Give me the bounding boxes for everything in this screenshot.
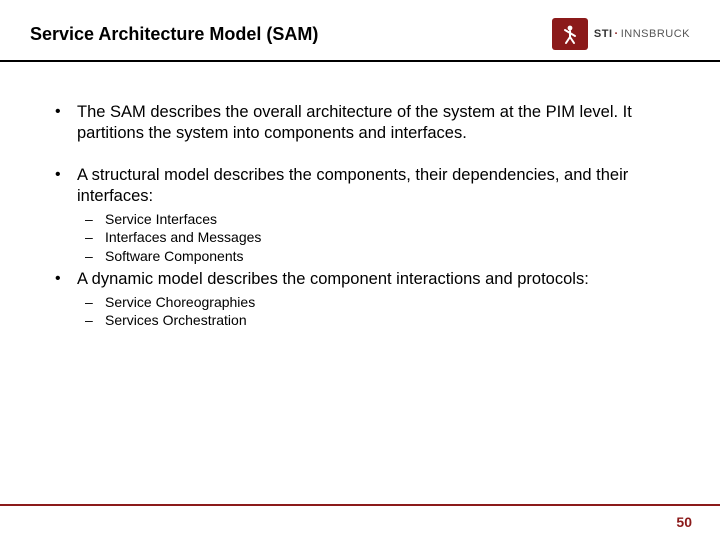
logo-text: STI·INNSBRUCK xyxy=(594,28,690,40)
sub-bullet-text: Interfaces and Messages xyxy=(105,229,261,247)
sub-bullet-text: Software Components xyxy=(105,248,244,266)
sub-bullet-marker: – xyxy=(85,211,105,229)
bullet-marker: • xyxy=(55,102,77,143)
slide-body: • The SAM describes the overall architec… xyxy=(0,62,720,330)
sub-bullet-marker: – xyxy=(85,229,105,247)
sub-bullet-text: Services Orchestration xyxy=(105,312,247,330)
sub-bullet-marker: – xyxy=(85,294,105,312)
page-number: 50 xyxy=(676,514,692,530)
logo: STI·INNSBRUCK xyxy=(552,18,690,50)
logo-sep: · xyxy=(615,28,619,40)
slide-title: Service Architecture Model (SAM) xyxy=(30,24,318,45)
bullet-item: • A structural model describes the compo… xyxy=(55,165,680,206)
bullet-text: A structural model describes the compone… xyxy=(77,165,680,206)
bullet-item: • A dynamic model describes the componen… xyxy=(55,269,680,290)
sub-list: – Service Choreographies – Services Orch… xyxy=(55,294,680,330)
sub-bullet-marker: – xyxy=(85,248,105,266)
logo-icon xyxy=(552,18,588,50)
sub-bullet-item: – Interfaces and Messages xyxy=(85,229,680,247)
bullet-marker: • xyxy=(55,269,77,290)
sub-bullet-item: – Software Components xyxy=(85,248,680,266)
bullet-marker: • xyxy=(55,165,77,206)
sub-bullet-item: – Services Orchestration xyxy=(85,312,680,330)
sub-bullet-item: – Service Interfaces xyxy=(85,211,680,229)
sub-bullet-marker: – xyxy=(85,312,105,330)
sub-bullet-text: Service Choreographies xyxy=(105,294,255,312)
bullet-text: The SAM describes the overall architectu… xyxy=(77,102,680,143)
sub-bullet-text: Service Interfaces xyxy=(105,211,217,229)
bullet-text: A dynamic model describes the component … xyxy=(77,269,589,290)
footer-divider xyxy=(0,504,720,506)
logo-sub: INNSBRUCK xyxy=(621,28,690,40)
bullet-item: • The SAM describes the overall architec… xyxy=(55,102,680,143)
sub-list: – Service Interfaces – Interfaces and Me… xyxy=(55,211,680,266)
sub-bullet-item: – Service Choreographies xyxy=(85,294,680,312)
logo-org: STI xyxy=(594,28,613,40)
